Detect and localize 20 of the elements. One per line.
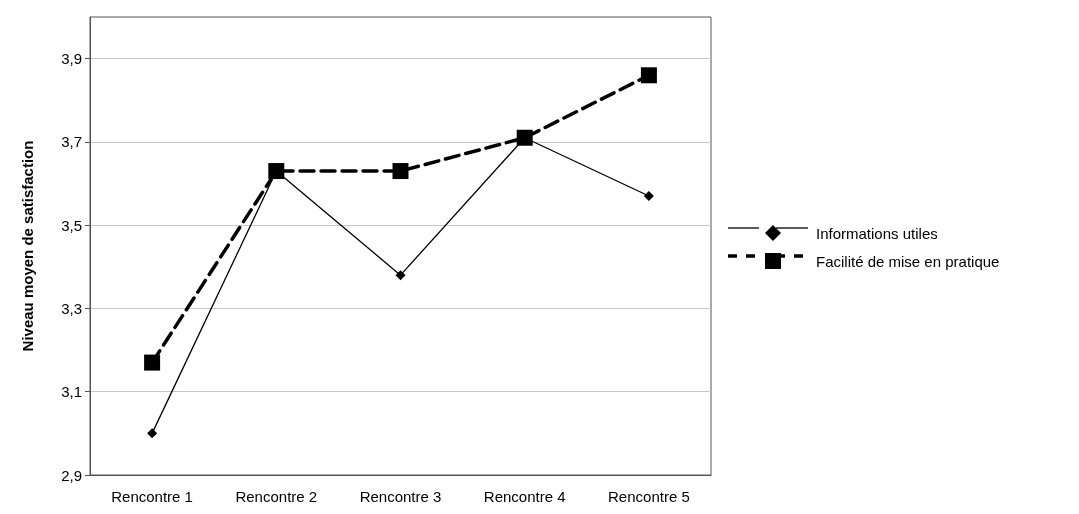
y-tick-label: 3,1 bbox=[61, 383, 82, 401]
x-tick-label: Rencontre 1 bbox=[111, 488, 193, 505]
point bbox=[392, 163, 409, 180]
x-tick-label: Rencontre 4 bbox=[483, 488, 566, 505]
y-axis-title: Niveau moyen de satisfaction bbox=[19, 140, 36, 352]
legend-label: Informations utiles bbox=[816, 224, 938, 242]
y-tick-label: 3,3 bbox=[61, 299, 82, 317]
x-tick-label: Rencontre 5 bbox=[608, 488, 690, 505]
y-tick-label: 3,5 bbox=[61, 216, 82, 234]
legend-label: Facilité de mise en pratique bbox=[816, 252, 1000, 270]
point bbox=[395, 270, 406, 281]
x-tick-label: Rencontre 3 bbox=[359, 488, 442, 505]
point bbox=[147, 428, 158, 439]
point bbox=[640, 67, 657, 84]
y-tick-label: 3,9 bbox=[61, 50, 82, 68]
x-tick-label: Rencontre 2 bbox=[235, 488, 318, 505]
y-tick-label: 2,9 bbox=[61, 466, 82, 484]
y-tick-label: 3,7 bbox=[61, 133, 82, 151]
point bbox=[643, 191, 654, 202]
point bbox=[144, 354, 161, 371]
